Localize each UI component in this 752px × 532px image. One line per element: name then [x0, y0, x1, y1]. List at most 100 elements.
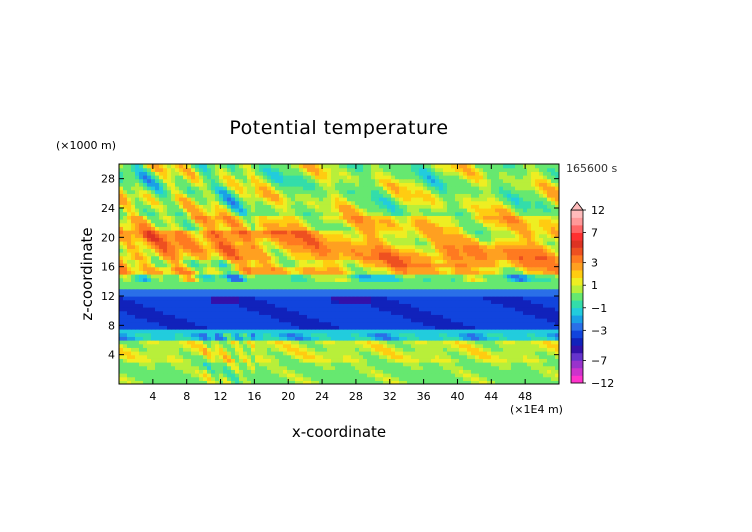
heatmap-cell [399, 270, 404, 275]
heatmap-cell [411, 274, 416, 279]
heatmap-cell [483, 336, 488, 341]
heatmap-cell [511, 237, 516, 242]
heatmap-cell [135, 270, 140, 275]
heatmap-cell [211, 336, 216, 341]
heatmap-cell [363, 303, 368, 308]
heatmap-cell [487, 263, 492, 268]
heatmap-cell [139, 340, 144, 345]
heatmap-cell [195, 252, 200, 257]
heatmap-cell [319, 362, 324, 367]
heatmap-cell [363, 259, 368, 264]
heatmap-cell [135, 230, 140, 235]
heatmap-cell [183, 270, 188, 275]
heatmap-cell [335, 226, 340, 231]
heatmap-cell [547, 270, 552, 275]
heatmap-cell [311, 369, 316, 374]
heatmap-cell [163, 321, 168, 326]
heatmap-cell [443, 354, 448, 359]
heatmap-cell [475, 369, 480, 374]
heatmap-cell [547, 307, 552, 312]
heatmap-cell [367, 369, 372, 374]
heatmap-cell [179, 285, 184, 290]
heatmap-cell [247, 369, 252, 374]
heatmap-cell [195, 347, 200, 352]
heatmap-cell [399, 354, 404, 359]
heatmap-cell [367, 321, 372, 326]
heatmap-cell [447, 237, 452, 242]
heatmap-cell [483, 230, 488, 235]
heatmap-cell [315, 343, 320, 348]
heatmap-cell [263, 285, 268, 290]
heatmap-cell [471, 237, 476, 242]
heatmap-cell [215, 259, 220, 264]
heatmap-cell [263, 318, 268, 323]
heatmap-cell [171, 219, 176, 224]
heatmap-cell [407, 318, 412, 323]
heatmap-cell [387, 292, 392, 297]
heatmap-cell [503, 321, 508, 326]
heatmap-cell [283, 233, 288, 238]
heatmap-cell [375, 369, 380, 374]
heatmap-cell [511, 373, 516, 378]
heatmap-cell [319, 351, 324, 356]
heatmap-cell [163, 237, 168, 242]
heatmap-cell [447, 343, 452, 348]
heatmap-cell [183, 336, 188, 341]
heatmap-cell [479, 219, 484, 224]
heatmap-cell [279, 215, 284, 220]
heatmap-cell [479, 314, 484, 319]
heatmap-cell [159, 332, 164, 337]
heatmap-cell [207, 237, 212, 242]
heatmap-cell [547, 332, 552, 337]
heatmap-cell [391, 237, 396, 242]
heatmap-cell [323, 321, 328, 326]
heatmap-cell [199, 274, 204, 279]
heatmap-cell [511, 329, 516, 334]
heatmap-cell [399, 373, 404, 378]
heatmap-cell [359, 266, 364, 271]
heatmap-cell [495, 255, 500, 260]
heatmap-cell [299, 351, 304, 356]
heatmap-cell [219, 296, 224, 301]
heatmap-cell [439, 362, 444, 367]
heatmap-cell [311, 336, 316, 341]
heatmap-cell [295, 347, 300, 352]
heatmap-cell [283, 226, 288, 231]
heatmap-cell [351, 244, 356, 249]
heatmap-cell [395, 259, 400, 264]
heatmap-cell [391, 376, 396, 381]
heatmap-cell [203, 296, 208, 301]
heatmap-cell [379, 314, 384, 319]
heatmap-cell [167, 277, 172, 282]
heatmap-cell [179, 303, 184, 308]
heatmap-cell [291, 241, 296, 246]
heatmap-cell [423, 299, 428, 304]
heatmap-cell [491, 373, 496, 378]
heatmap-cell [407, 270, 412, 275]
heatmap-cell [163, 230, 168, 235]
heatmap-cell [319, 292, 324, 297]
heatmap-cell [423, 380, 428, 384]
heatmap-cell [131, 336, 136, 341]
heatmap-cell [339, 321, 344, 326]
heatmap-cell [155, 266, 160, 271]
heatmap-cell [259, 310, 264, 315]
heatmap-cell [215, 292, 220, 297]
heatmap-cell [355, 351, 360, 356]
heatmap-cell [411, 248, 416, 253]
heatmap-cell [323, 274, 328, 279]
heatmap-cell [383, 230, 388, 235]
heatmap-cell [231, 266, 236, 271]
heatmap-cell [207, 351, 212, 356]
heatmap-cell [135, 292, 140, 297]
heatmap-cell [291, 230, 296, 235]
heatmap-cell [543, 292, 548, 297]
heatmap-cell [167, 365, 172, 370]
heatmap-cell [527, 376, 532, 381]
heatmap-cell [451, 380, 456, 384]
heatmap-cell [535, 285, 540, 290]
heatmap-cell [443, 329, 448, 334]
heatmap-cell [471, 270, 476, 275]
heatmap-cell [519, 233, 524, 238]
heatmap-cell [523, 241, 528, 246]
